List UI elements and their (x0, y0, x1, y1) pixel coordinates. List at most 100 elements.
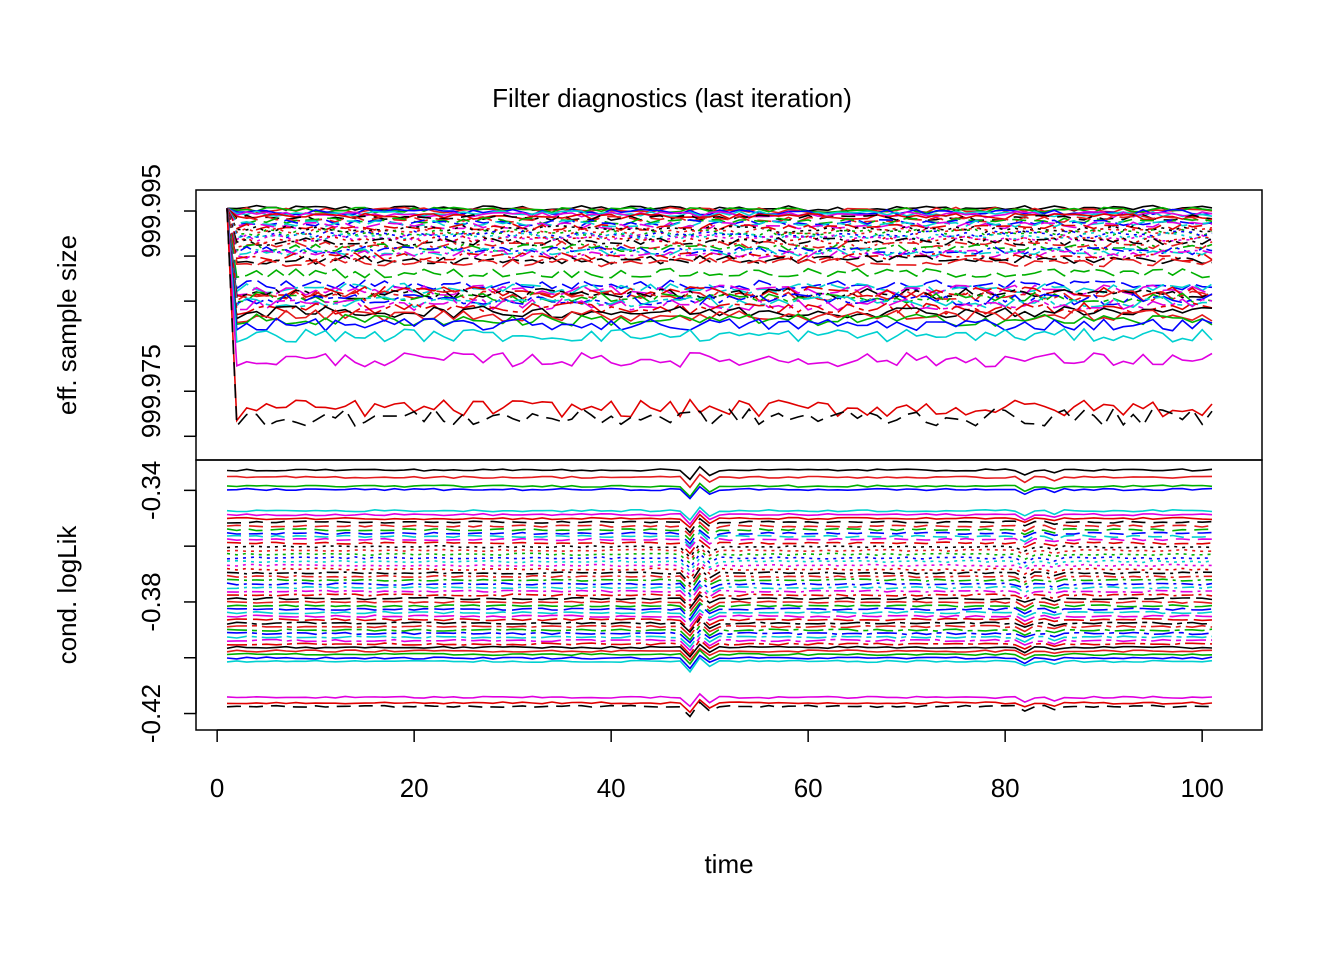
loglik-series-line (226, 621, 1213, 637)
ess-series-line (226, 207, 1213, 234)
loglik-series-line (226, 617, 1213, 634)
loglik-series-line (226, 506, 1213, 522)
panel-ess: 999.975 999.995 eff. sample size (52, 164, 1263, 461)
ess-series-line (226, 208, 1213, 429)
ess-series-line (226, 208, 1213, 368)
loglik-series-line (226, 552, 1213, 570)
loglik-series-line (226, 654, 1213, 670)
ess-series-line (226, 208, 1213, 327)
loglik-series-line (226, 539, 1213, 555)
loglik-series-line (226, 530, 1213, 549)
loglik-series-line (226, 615, 1213, 631)
loglik-series-line (226, 580, 1213, 596)
loglik-series-line (226, 597, 1213, 613)
loglik-series-line (226, 601, 1213, 617)
loglik-series-line (226, 542, 1213, 559)
ess-series-line (226, 207, 1213, 230)
ess-series-line (226, 208, 1213, 279)
ess-series-line (226, 207, 1213, 232)
loglik-series-line (226, 647, 1213, 662)
ess-series-line (226, 208, 1213, 241)
ess-series-line (226, 207, 1213, 216)
ess-series-line (226, 207, 1213, 228)
ess-series-line (226, 207, 1213, 222)
ess-y-tick-label: 999.975 (136, 344, 166, 438)
loglik-series-line (226, 513, 1213, 529)
loglik-series-line (226, 593, 1213, 610)
ess-series-line (226, 208, 1213, 306)
loglik-series-line (226, 624, 1213, 642)
loglik-series-line (226, 465, 1213, 481)
ess-series-line (226, 208, 1213, 250)
loglik-series-line (226, 564, 1213, 581)
x-tick-label: 20 (400, 773, 429, 803)
ess-series-line (226, 208, 1213, 256)
ess-series-line (226, 208, 1213, 265)
loglik-series-line (226, 529, 1213, 546)
loglik-series-line (226, 574, 1212, 593)
loglik-series-line (226, 692, 1213, 708)
x-tick-label: 80 (991, 773, 1020, 803)
x-axis-label: time (704, 849, 753, 879)
loglik-series-line (226, 656, 1213, 674)
loglik-series-line (226, 583, 1213, 598)
loglik-series-line (226, 482, 1213, 498)
ess-series-line (226, 208, 1213, 344)
chart-title: Filter diagnostics (last iteration) (492, 83, 852, 113)
ess-series-line (226, 208, 1213, 258)
loglik-series-line (226, 698, 1213, 714)
loglik-series-line (226, 517, 1213, 534)
ess-series-line (226, 208, 1213, 316)
loglik-series-line (226, 473, 1213, 489)
loglik-series-line (226, 535, 1213, 550)
x-tick-label: 100 (1180, 773, 1223, 803)
loglik-y-axis: -0.42 -0.38 -0.34 (136, 461, 197, 743)
loglik-series-line (226, 701, 1213, 718)
ess-series-line (226, 208, 1213, 324)
loglik-series-line (226, 557, 1213, 573)
loglik-series-line (226, 485, 1213, 500)
loglik-series-line (227, 590, 1213, 607)
ess-series-line (226, 207, 1213, 225)
ess-series-line (226, 208, 1213, 297)
loglik-series-line (226, 603, 1213, 621)
x-tick-label: 0 (210, 773, 224, 803)
loglik-series-line (226, 632, 1213, 649)
ess-series-line (226, 207, 1213, 236)
loglik-series-line (226, 572, 1213, 588)
ess-series-line (226, 207, 1213, 223)
loglik-series-line (226, 643, 1213, 659)
loglik-series-line (226, 629, 1213, 644)
ess-y-tick-label: 999.995 (136, 164, 166, 258)
loglik-series-line (226, 648, 1213, 666)
loglik-series-line (226, 524, 1213, 542)
ess-series-line (226, 208, 1213, 268)
loglik-series-line (226, 638, 1213, 656)
loglik-series-line (226, 608, 1213, 623)
loglik-ylabel: cond. logLik (52, 525, 82, 665)
x-tick-label: 60 (794, 773, 823, 803)
ess-ylabel: eff. sample size (52, 235, 82, 415)
ess-series-line (226, 208, 1213, 332)
loglik-series-line (226, 567, 1213, 585)
ess-series-line (226, 208, 1213, 247)
loglik-series-line (226, 585, 1212, 602)
x-axis: 0 20 40 60 80 100 (210, 729, 1224, 803)
ess-series-line (226, 208, 1213, 423)
ess-series-line (226, 208, 1213, 262)
loglik-y-tick-label: -0.42 (136, 684, 166, 743)
ess-series-group (226, 204, 1213, 429)
ess-y-axis: 999.975 999.995 (136, 164, 197, 438)
loglik-series-line (226, 612, 1213, 628)
ess-series-line (226, 208, 1213, 309)
ess-series-line (226, 208, 1213, 312)
x-tick-label: 40 (597, 773, 626, 803)
panel-loglik: -0.42 -0.38 -0.34 cond. logLik (52, 459, 1263, 743)
loglik-series-line (226, 509, 1213, 526)
loglik-y-tick-label: -0.38 (136, 572, 166, 631)
ess-series-line (226, 208, 1213, 300)
loglik-series-line (226, 636, 1213, 652)
loglik-series-line (226, 521, 1213, 537)
loglik-series-group (226, 465, 1213, 718)
